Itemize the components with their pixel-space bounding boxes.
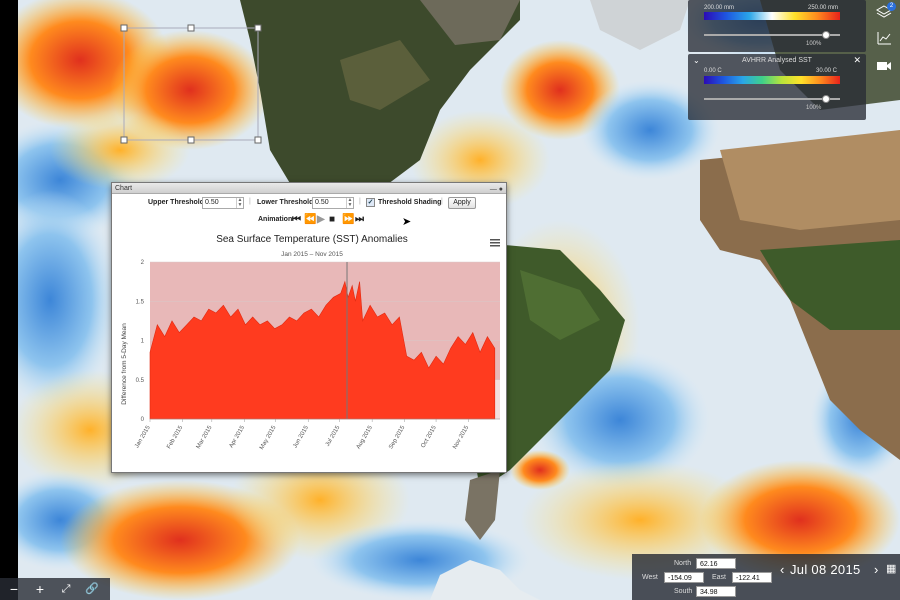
- x-tick-label: Mar 2015: [196, 424, 214, 450]
- layers-icon[interactable]: 2: [874, 2, 896, 24]
- x-tick-label: Jun 2015: [292, 424, 310, 449]
- x-tick-label: Nov 2015: [452, 424, 470, 450]
- precip-colorbar: [704, 12, 840, 20]
- north-label: North: [674, 560, 692, 567]
- animation-controls: Animation ⏮ ⏪ ▶ ■ ⏩ ⏭: [112, 214, 506, 228]
- x-tick-label: May 2015: [259, 424, 278, 450]
- east-input[interactable]: -122.41: [732, 572, 772, 583]
- sst-colorbar: [704, 76, 840, 84]
- window-controls: — ●: [490, 184, 503, 195]
- threshold-shading-checkbox[interactable]: ✓: [366, 198, 375, 207]
- close-icon[interactable]: ✕: [853, 55, 861, 65]
- south-input[interactable]: 34.98: [696, 586, 736, 597]
- sst-max-label: 30.00 C: [816, 68, 838, 74]
- sst-opacity-pct: 100%: [806, 105, 822, 111]
- threshold-shading-label: Threshold Shading: [378, 199, 442, 206]
- lower-threshold-spinner[interactable]: ▲ ▼: [346, 197, 353, 208]
- anomaly-area-series: [149, 280, 496, 420]
- west-input[interactable]: -154.09: [664, 572, 704, 583]
- apply-button[interactable]: Apply: [448, 197, 476, 209]
- chart-title: Sea Surface Temperature (SST) Anomalies: [216, 234, 408, 245]
- date-display[interactable]: Jul 08 2015: [790, 562, 861, 577]
- chart-icon[interactable]: [874, 30, 894, 50]
- precip-opacity-slider[interactable]: [704, 31, 840, 39]
- link-icon[interactable]: 🔗: [85, 583, 99, 595]
- east-label: East: [712, 574, 727, 581]
- west-label: West: [642, 574, 658, 581]
- minimize-icon[interactable]: —: [489, 186, 497, 193]
- upper-threshold-value: 0.50: [205, 199, 219, 206]
- x-tick-label: Aug 2015: [356, 424, 374, 450]
- sst-opacity-slider[interactable]: [704, 95, 840, 103]
- x-tick-label: Feb 2015: [166, 424, 184, 450]
- x-tick-label: Sep 2015: [388, 424, 406, 450]
- y-tick-label: 0.5: [136, 378, 145, 384]
- skip-end-icon[interactable]: ⏭: [355, 214, 364, 225]
- play-icon[interactable]: ▶: [317, 214, 325, 225]
- y-tick-label: 2: [141, 260, 145, 266]
- precip-min-label: 200.00 mm: [704, 5, 735, 11]
- chart-menu-icon[interactable]: [490, 239, 500, 247]
- fullscreen-icon[interactable]: ⤢: [61, 583, 71, 595]
- upper-threshold-input[interactable]: 0.50 ▲ ▼: [202, 197, 244, 209]
- separator: |: [441, 198, 443, 205]
- threshold-controls: Upper Threshold 0.50 ▲ ▼ | Lower Threshol…: [112, 197, 506, 211]
- sst-layer-panel[interactable]: ⌄ AVHRR Analysed SST ✕ 0.00 C 30.00 C 10…: [688, 54, 866, 120]
- separator: |: [249, 198, 251, 205]
- stop-icon[interactable]: ■: [329, 214, 336, 225]
- y-tick-label: 1.5: [136, 299, 145, 305]
- north-input[interactable]: 62.16: [696, 558, 736, 569]
- precip-slider-knob[interactable]: [822, 31, 830, 39]
- precip-opacity-pct: 100%: [806, 41, 822, 47]
- coordinate-date-panel: North 62.16 West -154.09 East -122.41 So…: [632, 554, 900, 600]
- chart-window[interactable]: Chart — ● Upper Threshold 0.50 ▲ ▼ | Lowe…: [111, 182, 507, 473]
- x-tick-label: Oct 2015: [420, 424, 438, 449]
- map-zoom-toolbar: − + ⤢ 🔗: [0, 578, 110, 600]
- step-forward-icon[interactable]: ⏩: [342, 214, 355, 225]
- calendar-icon[interactable]: ▦: [886, 563, 897, 575]
- y-tick-label: 1: [141, 339, 145, 345]
- lower-threshold-input[interactable]: 0.50 ▲ ▼: [312, 197, 354, 209]
- plot-area: 0 0.5 1 1.5 2 Jan 2015 Feb 2015 Mar 2015 Apr 201…: [134, 260, 500, 451]
- video-camera-icon[interactable]: [874, 58, 894, 78]
- date-prev-icon[interactable]: ‹: [780, 562, 785, 577]
- animation-label: Animation: [258, 216, 293, 223]
- close-window-icon[interactable]: ●: [498, 186, 503, 193]
- y-tick-label: 0: [141, 417, 145, 423]
- x-tick-label: Jan 2015: [134, 424, 152, 449]
- south-label: South: [674, 588, 693, 595]
- sst-layer-title: AVHRR Analysed SST: [742, 57, 812, 64]
- y-axis-label: Difference from 5-Day Mean: [121, 323, 128, 405]
- precip-max-label: 250.00 mm: [808, 5, 839, 11]
- collapse-chevron-icon[interactable]: ⌄: [693, 56, 700, 65]
- chart-window-title: Chart: [115, 185, 133, 192]
- x-tick-label: Jul 2015: [325, 424, 342, 447]
- upper-threshold-spinner[interactable]: ▲ ▼: [236, 197, 243, 208]
- sst-min-label: 0.00 C: [704, 68, 722, 74]
- left-edge-strip: [0, 0, 18, 600]
- skip-start-icon[interactable]: ⏮: [292, 214, 301, 225]
- zoom-out-icon[interactable]: −: [9, 581, 19, 597]
- side-toolbar: 2: [868, 0, 900, 120]
- layers-count-badge: 2: [887, 2, 896, 11]
- chart-subtitle: Jan 2015 – Nov 2015: [281, 251, 343, 258]
- mouse-cursor-icon: ➤: [402, 216, 412, 228]
- chart-window-titlebar[interactable]: Chart — ●: [112, 183, 506, 194]
- zoom-in-icon[interactable]: +: [35, 581, 45, 597]
- precip-layer-panel[interactable]: 200.00 mm 250.00 mm 100%: [688, 0, 866, 52]
- step-back-icon[interactable]: ⏪: [304, 214, 317, 225]
- lower-threshold-value: 0.50: [315, 199, 329, 206]
- x-tick-label: Apr 2015: [229, 424, 247, 449]
- lower-threshold-label: Lower Threshold: [257, 199, 314, 206]
- upper-threshold-label: Upper Threshold: [148, 199, 205, 206]
- separator: |: [359, 198, 361, 205]
- date-next-icon[interactable]: ›: [874, 562, 879, 577]
- sst-slider-knob[interactable]: [822, 95, 830, 103]
- sst-anomaly-chart: Sea Surface Temperature (SST) Anomalies …: [121, 234, 500, 451]
